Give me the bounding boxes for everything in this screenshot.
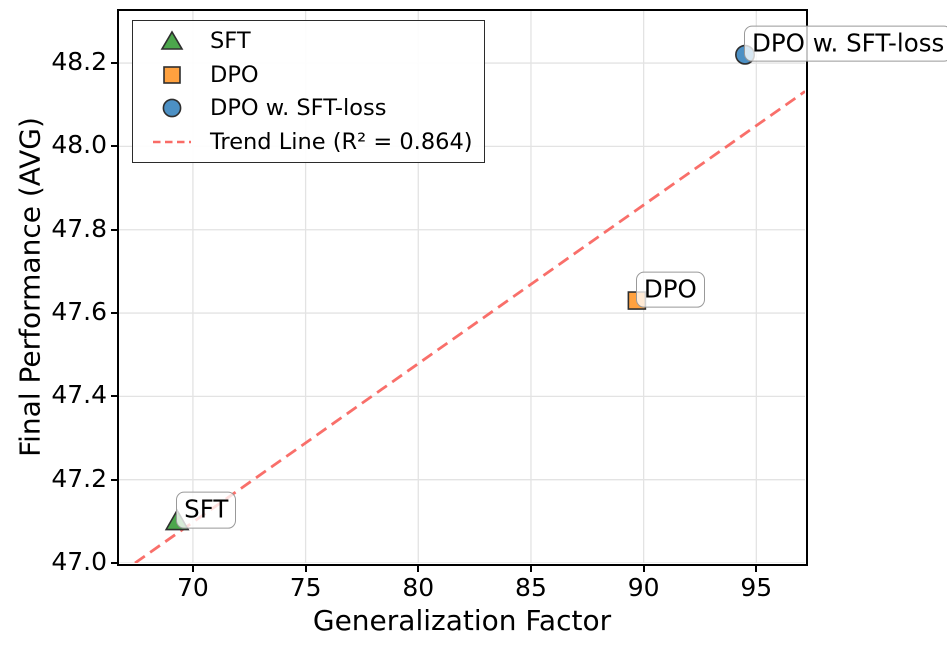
y-tick-label: 48.2 bbox=[51, 47, 107, 77]
y-tick-mark bbox=[110, 62, 117, 65]
dpo-w-sft-loss-legend-marker bbox=[162, 98, 182, 118]
x-tick-mark bbox=[642, 565, 645, 572]
trend-line bbox=[134, 90, 805, 563]
legend-label: SFT bbox=[210, 27, 251, 54]
dashed-line-icon bbox=[149, 128, 195, 156]
x-tick-label: 70 bbox=[177, 573, 209, 602]
y-tick-mark bbox=[110, 228, 117, 231]
legend-entry-dpo-w-sft-loss: DPO w. SFT-loss bbox=[133, 92, 484, 126]
y-tick-mark bbox=[110, 312, 117, 315]
x-tick-label: 95 bbox=[740, 573, 773, 602]
dpo-legend-marker bbox=[163, 65, 181, 84]
legend: SFT DPO DPO w. SFT-loss Trend Line (R² = 0.… bbox=[132, 20, 485, 163]
x-tick-mark bbox=[417, 565, 420, 572]
legend-label: DPO bbox=[210, 61, 259, 88]
x-tick-mark bbox=[191, 565, 194, 572]
x-axis-label: Generalization Factor bbox=[312, 604, 612, 637]
y-tick-label: 47.6 bbox=[51, 297, 107, 327]
sft-legend-marker bbox=[160, 30, 184, 50]
annotation-dpo-w-sft-loss: DPO w. SFT-loss bbox=[744, 25, 947, 62]
legend-entry-sft: SFT bbox=[133, 24, 484, 58]
y-tick-label: 47.4 bbox=[51, 380, 107, 410]
square-icon bbox=[149, 61, 195, 89]
legend-entry-trend-line: Trend Line (R² = 0.864) bbox=[133, 125, 484, 159]
legend-label: DPO w. SFT-loss bbox=[210, 95, 387, 122]
y-tick-label: 47.8 bbox=[51, 213, 107, 243]
annotation-sft: SFT bbox=[176, 492, 237, 529]
x-tick-label: 90 bbox=[627, 573, 660, 602]
y-tick-label: 47.2 bbox=[51, 463, 107, 493]
y-tick-mark bbox=[110, 562, 117, 564]
trend-legend-marker bbox=[153, 140, 191, 144]
x-tick-mark bbox=[755, 565, 758, 572]
y-tick-mark bbox=[110, 478, 117, 481]
x-tick-label: 75 bbox=[289, 573, 322, 602]
legend-entry-dpo: DPO bbox=[133, 58, 484, 92]
x-tick-mark bbox=[529, 565, 532, 572]
circle-icon bbox=[149, 94, 195, 122]
triangle-icon bbox=[149, 27, 195, 55]
annotation-dpo: DPO bbox=[635, 271, 705, 308]
y-tick-label: 47.0 bbox=[51, 547, 107, 576]
y-tick-label: 48.0 bbox=[51, 130, 107, 160]
legend-label: Trend Line (R² = 0.864) bbox=[210, 129, 473, 156]
x-tick-label: 85 bbox=[515, 573, 547, 602]
x-tick-label: 80 bbox=[402, 573, 435, 602]
x-tick-mark bbox=[304, 565, 307, 572]
y-tick-mark bbox=[110, 145, 117, 148]
y-tick-mark bbox=[110, 395, 117, 398]
